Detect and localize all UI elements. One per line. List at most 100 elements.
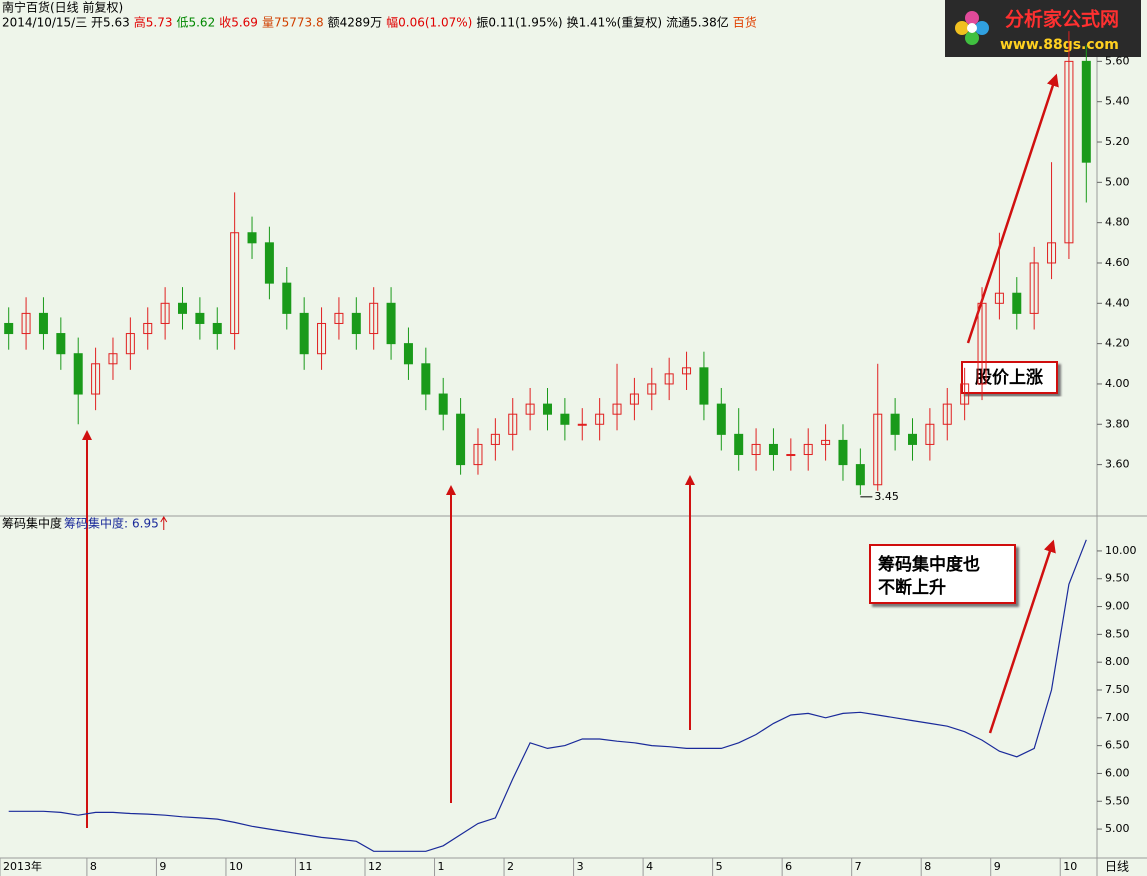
info-item: 流通5.38亿: [666, 15, 729, 30]
annotation: 股价上涨: [975, 368, 1043, 388]
candle-body: [595, 413, 605, 425]
y-tick-label: 6.00: [1105, 766, 1130, 779]
x-tick-label: 8: [90, 860, 97, 873]
info-item: 振0.11(1.95%): [476, 16, 562, 30]
candle-body: [682, 367, 692, 375]
candle-body: [317, 322, 327, 355]
y-tick-label: 3.60: [1105, 458, 1130, 471]
candle-body: [734, 433, 744, 456]
info-item: 低5.62: [176, 16, 215, 30]
x-tick-label: 12: [368, 860, 382, 873]
y-tick-label: 4.80: [1105, 216, 1130, 229]
candle-body: [108, 353, 118, 365]
candle-body: [195, 312, 205, 324]
candle-body: [525, 403, 535, 415]
x-tick-label: 1: [438, 860, 445, 873]
indicator-line: [8, 539, 1087, 852]
candle-body: [925, 423, 935, 445]
candle-body: [1012, 292, 1022, 314]
candle-body: [629, 393, 639, 405]
logo-center: [967, 23, 977, 33]
candle-body: [751, 443, 761, 456]
logo-petal: [975, 21, 989, 35]
candle-body: [838, 439, 848, 466]
y-tick-label: 5.40: [1105, 95, 1130, 108]
candle-body: [786, 454, 796, 457]
logo-url: www.88gs.com: [1000, 37, 1119, 53]
candle-body: [664, 373, 674, 385]
y-tick-label: 9.50: [1105, 572, 1130, 585]
candle-body: [473, 443, 483, 466]
annotation: 筹码集中度也: [878, 554, 980, 575]
x-tick-label: 4: [646, 860, 653, 873]
x-tick-label: 6: [785, 860, 792, 873]
candle-body: [560, 413, 570, 425]
candle-body: [299, 312, 309, 355]
info-item: 幅0.06(1.07%): [386, 15, 472, 30]
min-label: 3.45: [874, 490, 899, 503]
info-item: 收5.69: [219, 16, 258, 30]
legend-arrow: [160, 516, 168, 530]
candle-body: [977, 302, 987, 385]
annotation: 不断上升: [878, 577, 946, 598]
legend-label: 筹码集中度:: [64, 516, 128, 531]
info-item: 2014/10/15/三 开5.63: [2, 16, 130, 30]
x-tick-label: 9: [159, 860, 166, 873]
candle-body: [403, 343, 413, 365]
candle-body: [1081, 60, 1091, 163]
candle-body: [369, 302, 379, 335]
candle-body: [577, 423, 587, 426]
y-tick-label: 5.20: [1105, 135, 1130, 148]
candle-body: [21, 312, 31, 335]
candle-body: [282, 282, 292, 314]
y-tick-label: 4.20: [1105, 337, 1130, 350]
y-tick-label: 5.00: [1105, 175, 1130, 188]
candle-body: [386, 302, 396, 345]
candle-body: [247, 232, 257, 244]
arrows: [82, 73, 1059, 828]
candle-body: [1064, 60, 1074, 244]
stock-title: 南宁百货(日线 前复权): [2, 0, 123, 15]
info-item: 量75773.8: [262, 16, 324, 30]
legend-value: 6.95: [132, 517, 159, 531]
x-tick-label: 11: [298, 860, 312, 873]
candle-body: [716, 403, 726, 435]
candle-body: [230, 232, 240, 335]
x-tick-label: 8: [924, 860, 931, 873]
x-tick-label: 2: [507, 860, 514, 873]
candle-body: [160, 302, 170, 324]
candle-body: [821, 439, 831, 445]
logo-name: 分析家公式网: [1005, 8, 1119, 31]
x-tick-label: 5: [716, 860, 723, 873]
candle-body: [143, 322, 153, 335]
x-tick-label: 10: [229, 860, 243, 873]
y-tick-label: 5.60: [1105, 54, 1130, 67]
y-tick-label: 9.00: [1105, 600, 1130, 613]
candle-body: [508, 413, 518, 435]
candle-body: [855, 464, 865, 486]
candle-body: [438, 393, 448, 415]
candle-body: [908, 433, 917, 445]
candle-body: [699, 367, 709, 405]
y-tick-label: 4.60: [1105, 256, 1130, 269]
candle-body: [73, 353, 83, 395]
candle-body: [803, 443, 813, 456]
annotation-box: [869, 544, 1016, 604]
candle-body: [56, 333, 66, 355]
x-tick-label: 3: [577, 860, 584, 873]
candle-body: [212, 322, 222, 335]
candle-body: [38, 312, 48, 335]
info-item: 额4289万: [328, 16, 383, 30]
candle-body: [351, 312, 361, 335]
candle-body: [178, 302, 187, 314]
logo-petal: [965, 11, 979, 25]
candle-body: [890, 413, 900, 435]
candle-body: [490, 433, 500, 445]
arrow: [966, 73, 1059, 344]
candle-body: [942, 403, 952, 425]
info-item: 高5.73: [134, 15, 173, 30]
candle-body: [334, 312, 344, 324]
x-tick-label: 2013年: [3, 859, 42, 873]
candle-body: [873, 413, 883, 486]
